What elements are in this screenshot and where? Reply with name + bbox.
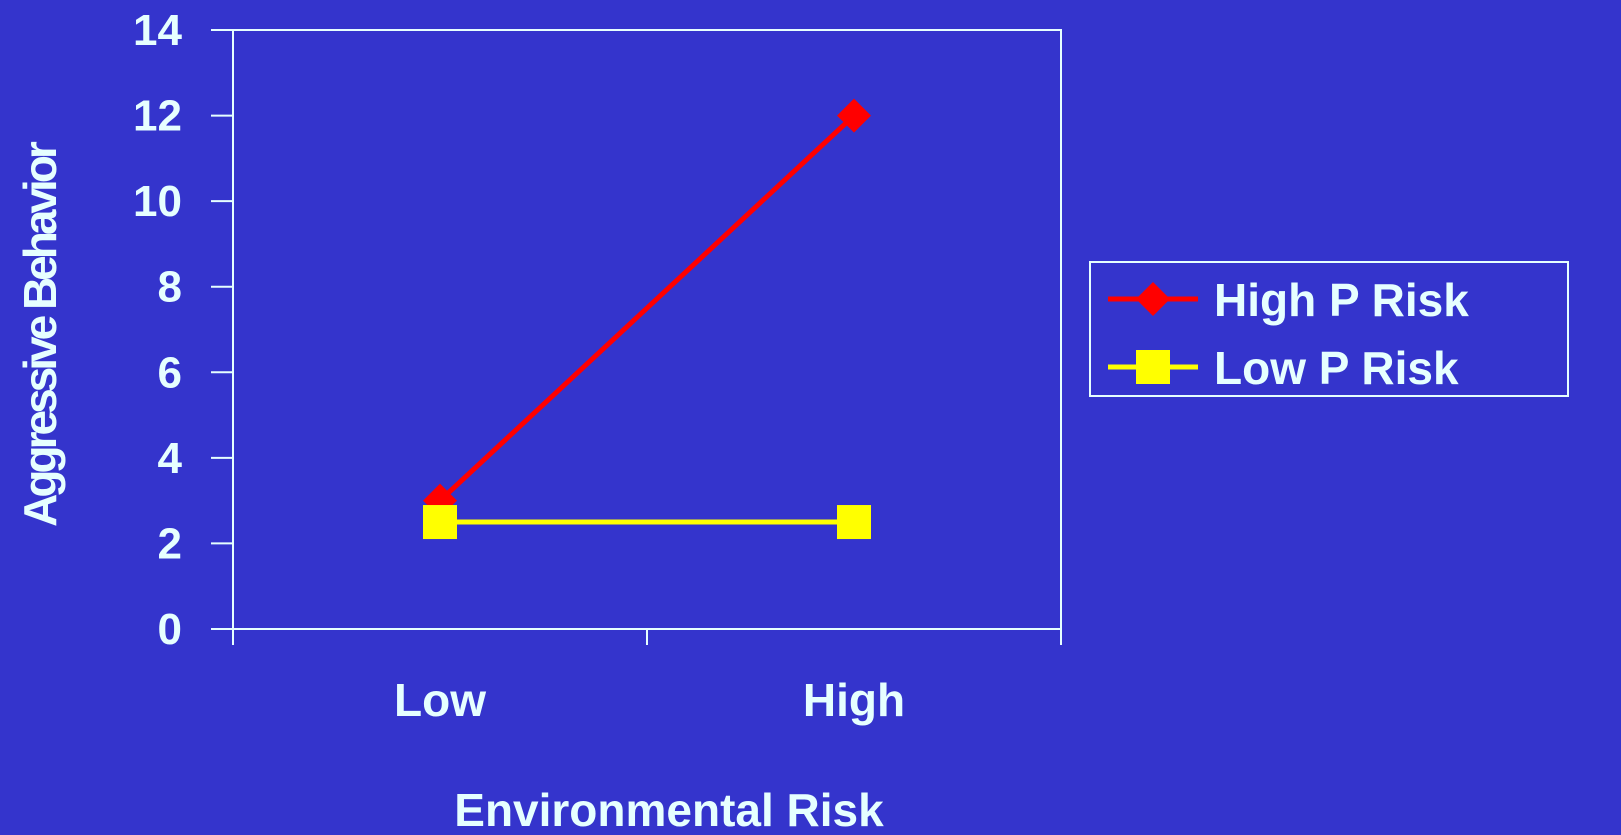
data-point	[837, 98, 871, 133]
series-line-high-p-risk	[438, 113, 856, 503]
plot-area: 0 2 4 6 8 10 12 14 Low High	[133, 6, 1062, 726]
legend-marker	[1136, 350, 1170, 384]
x-tick-label: High	[803, 674, 905, 726]
data-point	[837, 505, 871, 540]
y-tick-label: 0	[158, 605, 182, 654]
plot-frame	[232, 29, 1062, 630]
data-point	[423, 505, 457, 540]
y-tick-label: 8	[158, 263, 182, 312]
x-tick-label: Low	[394, 674, 486, 726]
legend-label: Low P Risk	[1214, 342, 1459, 394]
y-tick-label: 4	[158, 434, 183, 483]
legend: High P Risk Low P Risk	[1089, 261, 1569, 397]
y-tick-label: 2	[158, 519, 182, 568]
data-point	[423, 483, 457, 518]
legend-box	[1089, 261, 1569, 397]
y-tick-label: 14	[133, 6, 182, 55]
x-axis-title: Environmental Risk	[454, 784, 884, 830]
y-tick-label: 6	[158, 348, 182, 397]
y-tick-label: 12	[133, 92, 182, 141]
legend-marker	[1136, 282, 1170, 316]
y-axis-title: Aggressive Behavior	[14, 141, 66, 527]
y-tick-label: 10	[133, 177, 182, 226]
legend-label: High P Risk	[1214, 274, 1469, 326]
